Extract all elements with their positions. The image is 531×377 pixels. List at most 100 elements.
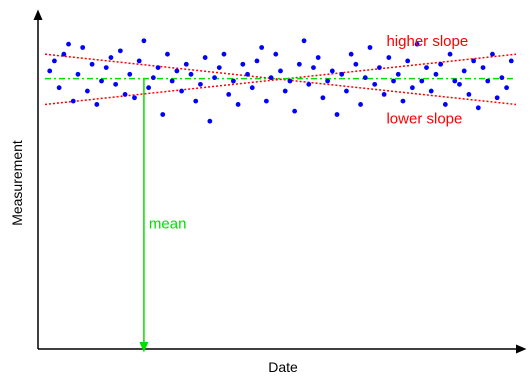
data-point [461, 68, 467, 74]
data-point [207, 118, 213, 124]
trend-label-higher-slope: higher slope [386, 33, 468, 50]
data-point [480, 65, 486, 70]
data-point [391, 78, 396, 84]
data-point [447, 51, 453, 57]
data-point [235, 102, 241, 107]
y-axis-label: Measurement [9, 140, 25, 226]
data-point [494, 95, 500, 101]
data-point [84, 88, 90, 94]
data-point [409, 85, 415, 91]
data-point [282, 88, 288, 94]
data-point [442, 102, 448, 107]
data-point [221, 51, 227, 57]
data-point [424, 65, 429, 70]
data-point [127, 71, 133, 77]
data-point [273, 51, 279, 57]
data-point [117, 48, 123, 54]
data-point [433, 71, 439, 77]
data-point [80, 45, 86, 50]
data-point [334, 112, 340, 117]
data-point [504, 85, 509, 91]
data-point [52, 58, 57, 64]
data-point [377, 65, 382, 70]
data-point [249, 85, 255, 91]
data-point [66, 41, 71, 47]
axes [33, 9, 527, 354]
data-point [315, 55, 321, 60]
data-point [395, 71, 401, 77]
data-point [89, 61, 95, 67]
data-point [268, 75, 274, 81]
data-point [428, 88, 434, 94]
data-point [70, 98, 76, 104]
data-point [169, 78, 175, 84]
data-point [292, 108, 298, 114]
x-axis-label: Date [268, 359, 298, 375]
data-point [278, 68, 283, 74]
data-point [198, 81, 203, 87]
data-point [136, 58, 142, 64]
data-point [329, 68, 335, 74]
data-point [122, 92, 128, 97]
data-point [372, 81, 378, 87]
data-point [61, 51, 67, 57]
mean-marker [45, 77, 516, 353]
data-point [193, 98, 199, 104]
trend-line-lower-slope [44, 53, 517, 106]
data-point [259, 45, 265, 50]
data-point [132, 95, 137, 101]
data-point [212, 75, 217, 81]
data-point [174, 68, 180, 74]
mean-label: mean [149, 215, 187, 232]
data-point [339, 71, 345, 77]
data-point [108, 55, 114, 60]
data-point [188, 71, 194, 77]
data-point [103, 65, 109, 70]
data-point [99, 78, 104, 84]
data-point [419, 78, 425, 84]
data-point [306, 81, 312, 87]
data-point [471, 58, 477, 64]
data-point [254, 58, 260, 64]
data-point [320, 95, 326, 101]
data-point [452, 78, 458, 84]
data-point [414, 41, 420, 47]
data-point [457, 81, 462, 87]
data-point [358, 102, 363, 107]
data-points [47, 38, 514, 124]
data-point [301, 38, 307, 44]
data-point [113, 81, 119, 87]
data-point [75, 71, 81, 77]
data-point [344, 88, 349, 94]
data-point [240, 61, 246, 67]
data-point [216, 65, 222, 70]
data-point [353, 61, 359, 67]
data-point [400, 98, 406, 104]
data-point [367, 45, 373, 50]
trend-label-lower-slope: lower slope [386, 111, 462, 128]
data-point [386, 55, 392, 60]
data-point [245, 71, 250, 77]
data-point [141, 38, 147, 44]
data-point [56, 85, 62, 91]
data-point [405, 58, 411, 64]
data-point [47, 68, 53, 74]
data-point [179, 88, 184, 94]
data-point [508, 58, 514, 64]
data-point [287, 78, 293, 84]
data-point [160, 112, 166, 117]
data-point [466, 92, 472, 97]
trend-lines [44, 53, 517, 106]
data-point [348, 51, 354, 57]
data-point [183, 61, 189, 67]
data-point [438, 61, 444, 67]
data-point [155, 65, 161, 70]
data-point [499, 75, 505, 81]
data-point [362, 75, 368, 81]
data-point [490, 51, 495, 57]
data-point [226, 92, 232, 97]
data-point [325, 78, 330, 84]
annotations: higher slope lower slope mean [149, 33, 468, 233]
data-point [475, 105, 481, 111]
